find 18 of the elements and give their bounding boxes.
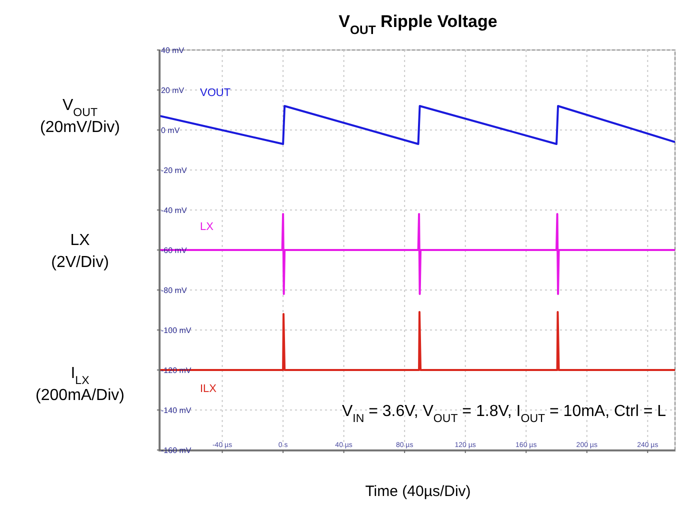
text: VOUT — [200, 87, 231, 99]
y-tick-label: -40 mV — [161, 206, 188, 215]
y-tick-label: -20 mV — [161, 166, 188, 175]
text: V$_{OUT}$ (20mV/Div) — [40, 97, 120, 136]
line-series — [160, 105, 675, 145]
y-tick-label: -140 mV — [161, 406, 192, 415]
y-tick-label: 0 mV — [161, 126, 180, 135]
y-tick-label: -80 mV — [161, 286, 188, 295]
series-label: ILX — [200, 383, 218, 395]
series-label: LX — [200, 221, 214, 233]
text: I$_{LX}$ (200mA/Div) — [36, 365, 124, 404]
text: LX (2V/Div) — [51, 232, 109, 271]
y-tick-label: 40 mV — [161, 46, 185, 55]
x-axis-title: Time (40µs/Div) — [365, 483, 471, 500]
chart-title: V$_{OUT}$ Ripple Voltage — [338, 12, 498, 37]
y-tick-label: -100 mV — [161, 326, 192, 335]
y-tick-label: 20 mV — [161, 86, 185, 95]
annotation: V$_{IN}$ = 3.6V, V$_{OUT}$ = 1.8V, I$_{OUT}$ = 10mA, Ctrl = L — [342, 403, 666, 425]
